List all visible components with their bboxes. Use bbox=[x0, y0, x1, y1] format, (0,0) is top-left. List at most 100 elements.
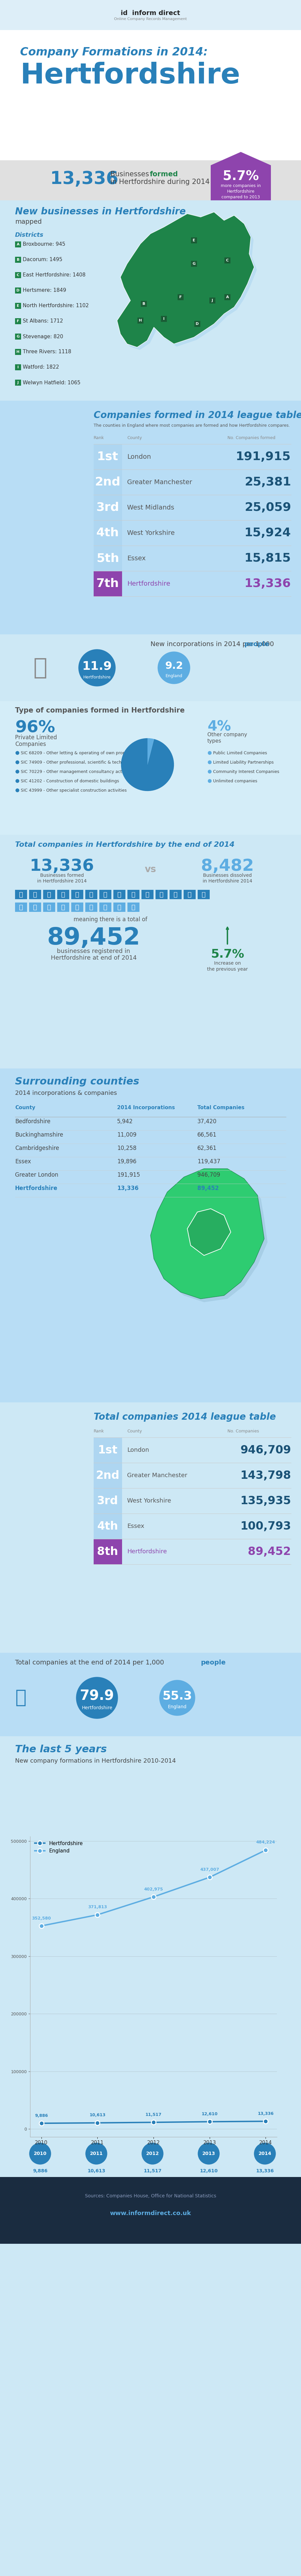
Text: 👤: 👤 bbox=[33, 904, 37, 909]
Text: 2nd: 2nd bbox=[96, 1471, 119, 1481]
Bar bbox=[161, 317, 167, 322]
Line: England: England bbox=[39, 1847, 268, 1929]
Text: 👤: 👤 bbox=[188, 891, 192, 896]
Text: 4th: 4th bbox=[96, 528, 119, 538]
Bar bbox=[15, 379, 21, 386]
Text: No. Companies formed: No. Companies formed bbox=[228, 435, 275, 440]
Text: County: County bbox=[127, 435, 142, 440]
Bar bbox=[99, 889, 111, 899]
Bar bbox=[191, 237, 197, 242]
Text: Surrounding counties: Surrounding counties bbox=[15, 1077, 139, 1087]
Text: 3rd: 3rd bbox=[97, 1494, 118, 1507]
Wedge shape bbox=[121, 739, 174, 791]
Text: H: H bbox=[17, 350, 20, 353]
Text: C: C bbox=[226, 258, 229, 263]
Text: Hertfordshire: Hertfordshire bbox=[127, 1548, 167, 1553]
Text: more companies in: more companies in bbox=[221, 183, 261, 188]
Text: 15,815: 15,815 bbox=[244, 554, 291, 564]
Text: Total companies in Hertfordshire by the end of 2014: Total companies in Hertfordshire by the … bbox=[15, 842, 234, 848]
Text: 100,793: 100,793 bbox=[240, 1520, 291, 1533]
Bar bbox=[0, 31, 301, 160]
Text: 11.9: 11.9 bbox=[82, 659, 112, 672]
Text: www.informdirect.co.uk: www.informdirect.co.uk bbox=[110, 2210, 191, 2215]
Text: England: England bbox=[168, 1705, 187, 1710]
Bar bbox=[0, 201, 301, 402]
Text: J: J bbox=[212, 299, 213, 301]
Text: Essex: Essex bbox=[127, 1522, 144, 1530]
Text: St Albans: 1712: St Albans: 1712 bbox=[23, 319, 63, 325]
Text: vs: vs bbox=[145, 866, 156, 873]
Text: 👤: 👤 bbox=[47, 904, 51, 909]
Text: West Yorkshire: West Yorkshire bbox=[127, 531, 175, 536]
Text: Businesses: Businesses bbox=[110, 170, 151, 178]
Text: 10,258: 10,258 bbox=[117, 1146, 136, 1151]
Text: 13,336: 13,336 bbox=[50, 170, 118, 188]
England bbox=[264, 1834, 268, 1865]
Hertfordshire bbox=[264, 2105, 268, 2136]
Text: 10,613: 10,613 bbox=[89, 2112, 105, 2117]
Text: 2014: 2014 bbox=[258, 2151, 272, 2156]
Bar bbox=[29, 902, 41, 912]
Text: F: F bbox=[17, 319, 19, 322]
Text: The last 5 years: The last 5 years bbox=[15, 1744, 107, 1754]
Circle shape bbox=[79, 649, 115, 685]
Bar bbox=[0, 402, 301, 634]
Text: the previous year: the previous year bbox=[207, 966, 248, 971]
Text: Hertfordshire: Hertfordshire bbox=[227, 188, 255, 193]
Text: 👤: 👤 bbox=[75, 891, 79, 896]
Text: County: County bbox=[15, 1105, 35, 1110]
Text: 484,224: 484,224 bbox=[256, 1839, 275, 1844]
Text: B: B bbox=[17, 258, 20, 260]
Text: 191,915: 191,915 bbox=[117, 1172, 140, 1177]
Text: Hertfordshire: Hertfordshire bbox=[127, 580, 170, 587]
Text: 10,613: 10,613 bbox=[87, 2169, 105, 2174]
Circle shape bbox=[208, 752, 211, 755]
Text: Hertfordshire: Hertfordshire bbox=[15, 1185, 57, 1190]
Bar bbox=[113, 889, 126, 899]
Bar bbox=[15, 348, 21, 355]
Text: Greater London: Greater London bbox=[15, 1172, 58, 1177]
Circle shape bbox=[16, 770, 19, 773]
Bar bbox=[0, 1736, 301, 2172]
Text: Hertsmere: 1849: Hertsmere: 1849 bbox=[23, 289, 66, 294]
Bar bbox=[94, 1463, 122, 1489]
Text: 👤: 👤 bbox=[202, 891, 206, 896]
Bar bbox=[57, 902, 69, 912]
Text: G: G bbox=[17, 335, 20, 337]
Bar bbox=[15, 902, 27, 912]
Text: 👤: 👤 bbox=[117, 904, 121, 909]
Bar bbox=[0, 160, 301, 201]
Text: Businesses dissolved: Businesses dissolved bbox=[203, 873, 252, 878]
Bar bbox=[15, 304, 21, 309]
Circle shape bbox=[29, 2143, 51, 2164]
Text: 7th: 7th bbox=[96, 577, 119, 590]
Circle shape bbox=[160, 1680, 195, 1716]
Polygon shape bbox=[117, 211, 254, 348]
Bar bbox=[85, 889, 97, 899]
Text: 11,517: 11,517 bbox=[144, 2169, 162, 2174]
Text: Stevenage: 820: Stevenage: 820 bbox=[23, 335, 63, 340]
Text: Rank: Rank bbox=[94, 435, 104, 440]
Text: 5th: 5th bbox=[96, 554, 119, 564]
Hertfordshire bbox=[39, 2107, 43, 2138]
Text: G: G bbox=[192, 263, 196, 265]
Text: 👤: 👤 bbox=[89, 891, 93, 896]
Bar bbox=[0, 1654, 301, 1736]
Circle shape bbox=[208, 770, 211, 773]
Text: compared to 2013: compared to 2013 bbox=[222, 196, 260, 198]
Text: New businesses in Hertfordshire: New businesses in Hertfordshire bbox=[15, 206, 186, 216]
Bar bbox=[15, 889, 27, 899]
Text: 62,361: 62,361 bbox=[197, 1146, 217, 1151]
Circle shape bbox=[208, 781, 211, 783]
Text: F: F bbox=[179, 296, 182, 299]
Circle shape bbox=[16, 752, 19, 755]
England bbox=[96, 1899, 99, 1929]
Text: 89,452: 89,452 bbox=[47, 927, 140, 951]
Text: id  inform direct: id inform direct bbox=[121, 10, 180, 15]
Circle shape bbox=[16, 781, 19, 783]
Text: Other company: Other company bbox=[207, 732, 247, 737]
Text: D: D bbox=[17, 289, 20, 291]
Bar bbox=[178, 294, 184, 301]
Text: in Hertfordshire 2014: in Hertfordshire 2014 bbox=[203, 878, 252, 884]
Text: 👤: 👤 bbox=[160, 891, 163, 896]
